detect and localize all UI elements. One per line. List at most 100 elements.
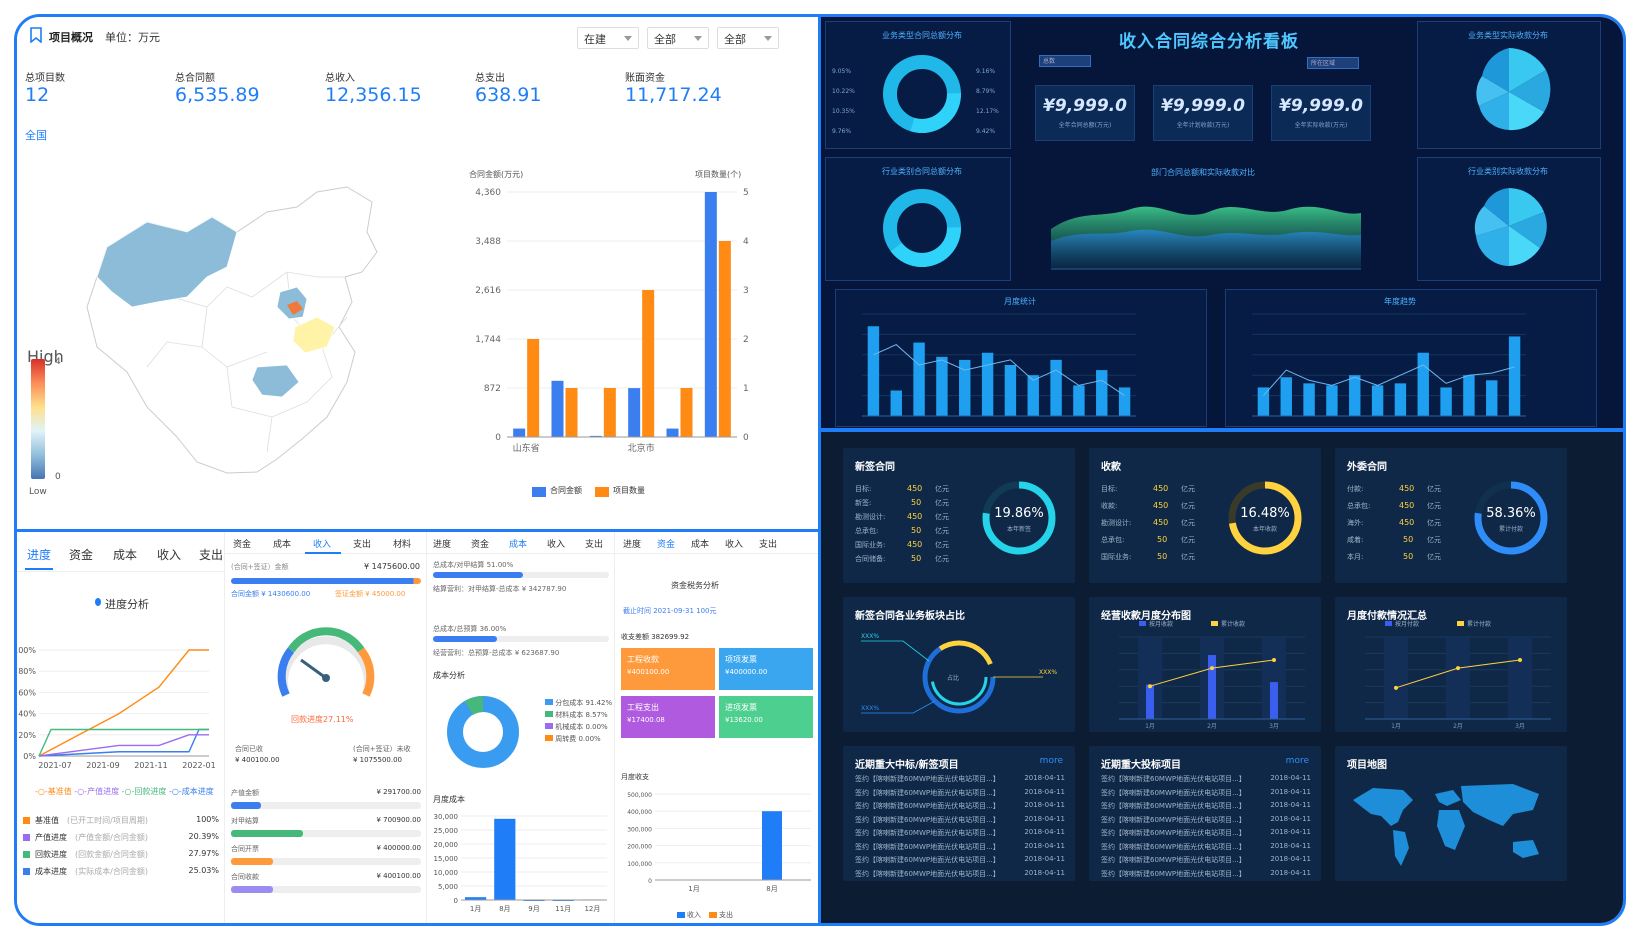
list-item-title: 签约【喀喇新建60MWP地面光伏电站项目...】 xyxy=(855,815,1000,824)
tab-expense[interactable]: 支出 xyxy=(353,540,372,550)
tab-cost[interactable]: 成本 xyxy=(691,540,710,550)
more-link-2[interactable]: more xyxy=(1285,756,1309,766)
tab-progress[interactable]: 进度 xyxy=(623,540,642,550)
tab-income[interactable]: 收入 xyxy=(313,540,332,550)
month-fund-title: 月度收支 xyxy=(621,773,649,781)
tab-fund[interactable]: 资金 xyxy=(657,540,676,550)
progress-title: 进度分析 xyxy=(105,598,149,611)
board-select-2[interactable]: 所在区域 xyxy=(1307,57,1359,69)
y-tick: 200,000 xyxy=(627,844,652,851)
tab-fund[interactable]: 资金 xyxy=(233,540,252,550)
cost-line-2: 结算营利：对甲结算-总成本 ¥ 342787.90 xyxy=(433,585,567,593)
y-tick: 15,000 xyxy=(434,855,459,863)
y-left-title: 合同金额(万元) xyxy=(469,170,524,179)
legend-low-label: Low xyxy=(29,487,47,497)
legend-in-label[interactable]: 收入 xyxy=(687,911,701,919)
dark-line xyxy=(1263,364,1515,396)
filter-select-1[interactable]: 全部 xyxy=(647,27,709,49)
list-item-date: 2018-04-11 xyxy=(1270,855,1311,863)
list-item[interactable]: 签约【喀喇新建60MWP地面光伏电站项目...】 2018-04-11 xyxy=(1101,801,1311,815)
cost-tabs: 进度 资金 成本 收入 支出 xyxy=(427,532,615,554)
list-item[interactable]: 签约【喀喇新建60MWP地面光伏电站项目...】 2018-04-11 xyxy=(855,828,1065,842)
tile-project-expense[interactable]: 工程支出 ¥17400.08 xyxy=(621,696,715,738)
tab-expense[interactable]: 支出 xyxy=(759,540,778,550)
list-item-date: 2018-04-11 xyxy=(1024,774,1065,782)
y-tick: 0 xyxy=(648,878,652,885)
tile-project-receipt[interactable]: 工程收款 ¥400100.00 xyxy=(621,648,715,690)
dark-analysis-board: 收入合同综合分析看板 业务类型合同总额分布 9.05% 10.22% 10.35… xyxy=(821,17,1623,432)
list-item[interactable]: 签约【喀喇新建60MWP地面光伏电站项目...】 2018-04-11 xyxy=(1101,788,1311,802)
china-map[interactable] xyxy=(77,177,417,497)
filter-select-2[interactable]: 全部 xyxy=(717,27,779,49)
legend-max: 4 xyxy=(55,357,61,367)
list-item[interactable]: 签约【喀喇新建60MWP地面光伏电站项目...】 2018-04-11 xyxy=(855,801,1065,815)
legend-in-swatch xyxy=(677,912,685,918)
fund-date-note: 截止时间 2021-09-31 100元 xyxy=(623,607,717,615)
list-item-title: 签约【喀喇新建60MWP地面光伏电站项目...】 xyxy=(1101,842,1246,851)
legend-min: 0 xyxy=(55,472,61,482)
list-item[interactable]: 签约【喀喇新建60MWP地面光伏电站项目...】 2018-04-11 xyxy=(1101,828,1311,842)
dark-bar xyxy=(1096,370,1108,416)
kpi-card-receipt: 收款 目标: 450 亿元 收款: 450 亿元 勘测设计: 450 亿元 总承包: 50 亿元… xyxy=(1089,448,1321,583)
y-tick: 5,000 xyxy=(438,883,458,891)
bar-project-count xyxy=(642,290,655,437)
month-cost-bar xyxy=(494,818,516,900)
tab-fund[interactable]: 资金 xyxy=(471,540,490,550)
tab-material[interactable]: 材料 xyxy=(393,540,412,550)
list-item[interactable]: 签约【喀喇新建60MWP地面光伏电站项目...】 2018-04-11 xyxy=(855,842,1065,856)
progress-legend: -○-基准值 -○-产值进度 -○-回款进度 -○-成本进度 xyxy=(35,787,214,796)
tab-income[interactable]: 收入 xyxy=(157,548,182,562)
list-item-title: 签约【喀喇新建60MWP地面光伏电站项目...】 xyxy=(1101,815,1246,824)
region-link[interactable]: 全国 xyxy=(25,129,47,142)
legend-contract-label[interactable]: 合同金额 xyxy=(550,486,582,495)
list-item[interactable]: 签约【喀喇新建60MWP地面光伏电站项目...】 2018-04-11 xyxy=(855,855,1065,869)
y-tick: 500,000 xyxy=(627,792,652,799)
board-select-1[interactable]: 总数 xyxy=(1039,55,1091,67)
list-item[interactable]: 签约【喀喇新建60MWP地面光伏电站项目...】 2018-04-11 xyxy=(1101,815,1311,829)
area-title: 部门合同总额和实际收款对比 xyxy=(1151,168,1255,177)
cost-bar-1-fill xyxy=(433,572,523,578)
y-tick: 10,000 xyxy=(434,869,459,877)
tab-cost[interactable]: 成本 xyxy=(273,540,292,550)
kpi-rows: 目标: 450 亿元 收款: 450 亿元 勘测设计: 450 亿元 总承包: 50 亿元 国际… xyxy=(1101,484,1195,561)
tile-output-invoice[interactable]: 项项发票 ¥400000.00 xyxy=(719,648,813,690)
list-item[interactable]: 签约【喀喇新建60MWP地面光伏电站项目...】 2018-04-11 xyxy=(855,815,1065,829)
status-select[interactable]: 在建 xyxy=(577,27,639,49)
list-item[interactable]: 签约【喀喇新建60MWP地面光伏电站项目...】 2018-04-11 xyxy=(855,788,1065,802)
list-item-date: 2018-04-11 xyxy=(1024,828,1065,836)
list-item[interactable]: 签约【喀喇新建60MWP地面光伏电站项目...】 2018-04-11 xyxy=(1101,774,1311,788)
tile-input-invoice[interactable]: 进项发票 ¥13620.00 xyxy=(719,696,813,738)
tab-cost[interactable]: 成本 xyxy=(113,548,138,562)
tab-progress[interactable]: 进度 xyxy=(27,548,52,562)
y-left-tick: 4,360 xyxy=(475,188,501,198)
list-item[interactable]: 签约【喀喇新建60MWP地面光伏电站项目...】 2018-04-11 xyxy=(855,869,1065,883)
list-item-date: 2018-04-11 xyxy=(1270,801,1311,809)
list-item[interactable]: 签约【喀喇新建60MWP地面光伏电站项目...】 2018-04-11 xyxy=(1101,855,1311,869)
list-item[interactable]: 签约【喀喇新建60MWP地面光伏电站项目...】 2018-04-11 xyxy=(855,774,1065,788)
list-item[interactable]: 签约【喀喇新建60MWP地面光伏电站项目...】 2018-04-11 xyxy=(1101,842,1311,856)
tab-expense[interactable]: 支出 xyxy=(199,548,224,562)
dark-bar xyxy=(890,390,902,416)
list-item-date: 2018-04-11 xyxy=(1024,868,1065,877)
list-item-date: 2018-04-11 xyxy=(1024,801,1065,809)
row-swatch xyxy=(23,868,30,875)
tab-progress[interactable]: 进度 xyxy=(433,540,452,550)
tab-expense[interactable]: 支出 xyxy=(585,540,604,550)
list-item[interactable]: 签约【喀喇新建60MWP地面光伏电站项目...】 2018-04-11 xyxy=(1101,869,1311,883)
legend-count-label[interactable]: 项目数量 xyxy=(613,486,645,495)
tab-income[interactable]: 收入 xyxy=(547,540,566,550)
cost-line-4: 经营营利：总预算-总成本 ¥ 623687.90 xyxy=(433,649,560,657)
bar-contract-amount xyxy=(589,435,602,437)
month-cost-chart: 30,000 25,000 20,000 15,000 10,000 5,000 0 1月 8月… xyxy=(434,813,607,913)
tab-fund[interactable]: 资金 xyxy=(69,548,94,562)
world-map[interactable] xyxy=(1343,770,1559,876)
bar-project-count xyxy=(680,388,693,437)
y-left-tick: 3,488 xyxy=(475,237,501,247)
legend-out-label[interactable]: 支出 xyxy=(719,911,733,919)
tab-income[interactable]: 收入 xyxy=(725,540,744,550)
x-tick: 8月 xyxy=(766,885,777,893)
kpi-card-new-contract: 新签合同 目标: 450 亿元 新签: 50 亿元 勘测设计: 450 亿元 总承包: 50 亿… xyxy=(843,448,1075,583)
heat-legend-bar[interactable] xyxy=(31,359,45,479)
more-link-1[interactable]: more xyxy=(1039,756,1063,766)
tab-cost[interactable]: 成本 xyxy=(509,540,528,550)
